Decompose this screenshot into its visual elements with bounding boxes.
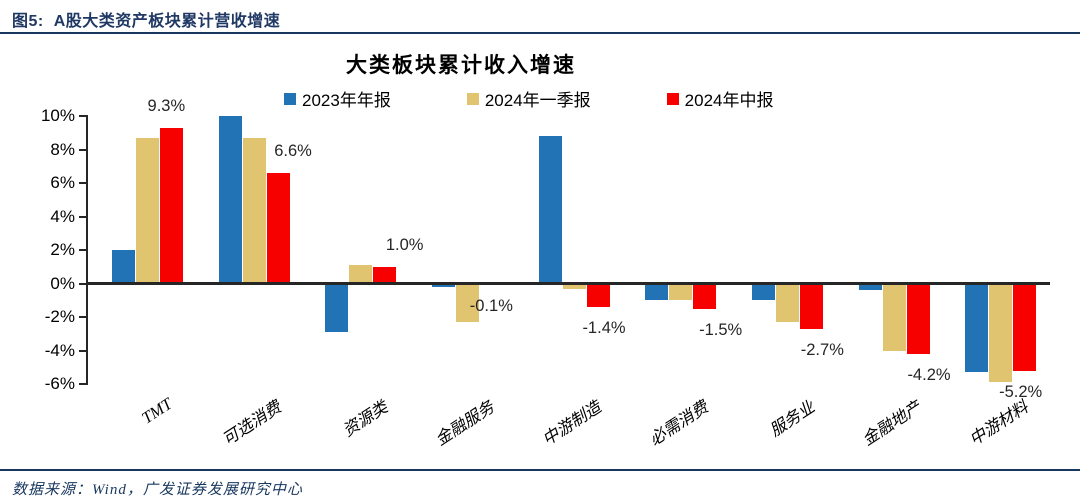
y-axis-line [86,116,88,384]
bar-s1-c6 [775,283,799,323]
x-axis-category-label: 中游制造 [538,397,605,450]
bar-value-label: 9.3% [147,96,186,115]
bar-s1-c7 [882,283,906,351]
y-axis-tick-label: 8% [50,139,75,159]
y-axis-tick-mark [79,115,88,117]
bar-s1-c4 [562,283,586,289]
y-axis-tick-mark [79,349,88,352]
bar-s2-c4 [586,283,610,307]
bar-value-label: -5.2% [999,382,1043,401]
y-axis-tick-label: 2% [50,240,75,259]
x-axis-category-label: 金融服务 [432,397,498,450]
bar-s1-c8 [989,283,1013,383]
header-divider [0,32,1080,34]
bar-s2-c1 [266,172,290,284]
source-note: 数据来源：Wind，广发证券发展研究中心 [12,482,303,498]
figure-number: 图5: [12,13,44,30]
y-axis-tick-label: -2% [44,307,75,326]
bar-s2-c8 [1013,283,1037,371]
bar-s0-c5 [645,283,669,301]
bar-s2-c6 [799,283,823,329]
bar-s1-c2 [349,265,373,284]
legend-label: 2024年一季报 [484,91,591,110]
y-axis-tick-mark [79,148,88,151]
bar-value-label: -1.5% [699,320,743,339]
bar-value-label: -0.1% [469,297,513,316]
y-axis-tick-mark [79,383,88,385]
bar-s0-c4 [538,136,562,284]
y-axis-tick-mark [79,182,88,184]
bar-s1-c0 [135,137,159,284]
bar-value-label: -4.2% [907,365,951,384]
x-axis-category-label: 必需消费 [645,397,712,450]
footer-divider [0,469,1080,471]
y-axis-tick-label: 4% [50,206,75,226]
bar-value-label: -1.4% [582,318,626,337]
bar-s1-c5 [669,283,693,301]
bar-s0-c6 [751,283,775,301]
bar-s0-c0 [111,250,135,284]
legend-swatch-icon [284,92,296,105]
legend-swatch-icon [666,92,679,105]
bar-s0-c8 [965,283,989,373]
y-axis-tick-label: 6% [50,173,75,192]
legend-item-0: 2023年年报 [284,86,391,111]
bar-s1-c1 [242,137,266,284]
y-axis-tick-mark [79,215,88,218]
bar-s0-c2 [325,283,349,333]
x-axis-zero-line [88,282,1050,285]
bar-value-label: 6.6% [274,141,312,160]
x-axis-category-label: 可选消费 [218,397,285,450]
legend-item-2: 2024年中报 [666,86,774,111]
legend-label: 2023年年报 [302,91,391,110]
y-axis-tick-label: 0% [50,273,75,293]
legend-label: 2024年中报 [684,91,774,110]
bar-s2-c2 [373,266,397,284]
y-axis-tick-label: -4% [44,340,75,360]
bar-value-label: -2.7% [800,340,844,359]
y-axis-tick-label: 10% [40,106,75,125]
figure-caption-text: A股大类资产板块累计营收增速 [53,13,281,30]
legend-item-1: 2024年一季报 [466,86,591,111]
bar-value-label: 1.0% [385,235,424,254]
bar-s0-c7 [858,283,882,291]
x-axis-category-label: TMT [138,394,176,428]
bar-s0-c3 [431,283,455,287]
chart-title: 大类板块累计收入增速 [346,53,576,77]
chart-legend: 2023年年报 2024年一季报 2024年中报 [284,86,773,111]
bar-s0-c1 [218,116,242,284]
figure-caption: 图5: A股大类资产板块累计营收增速 [12,7,280,31]
legend-swatch-icon [466,92,479,105]
x-axis-category-label: 中游材料 [965,397,1032,450]
y-axis-tick-mark [79,249,88,251]
y-axis-tick-label: -6% [44,374,75,393]
y-axis-tick-mark [79,316,88,318]
bar-s2-c7 [906,283,930,354]
x-axis-category-label: 服务业 [766,397,818,441]
x-axis-category-label: 资源类 [339,397,392,441]
bar-s2-c0 [159,127,183,284]
bar-s2-c5 [693,283,717,309]
bar-s1-c3 [455,283,479,323]
x-axis-category-label: 金融地产 [858,397,925,450]
y-axis-tick-mark [79,282,88,285]
